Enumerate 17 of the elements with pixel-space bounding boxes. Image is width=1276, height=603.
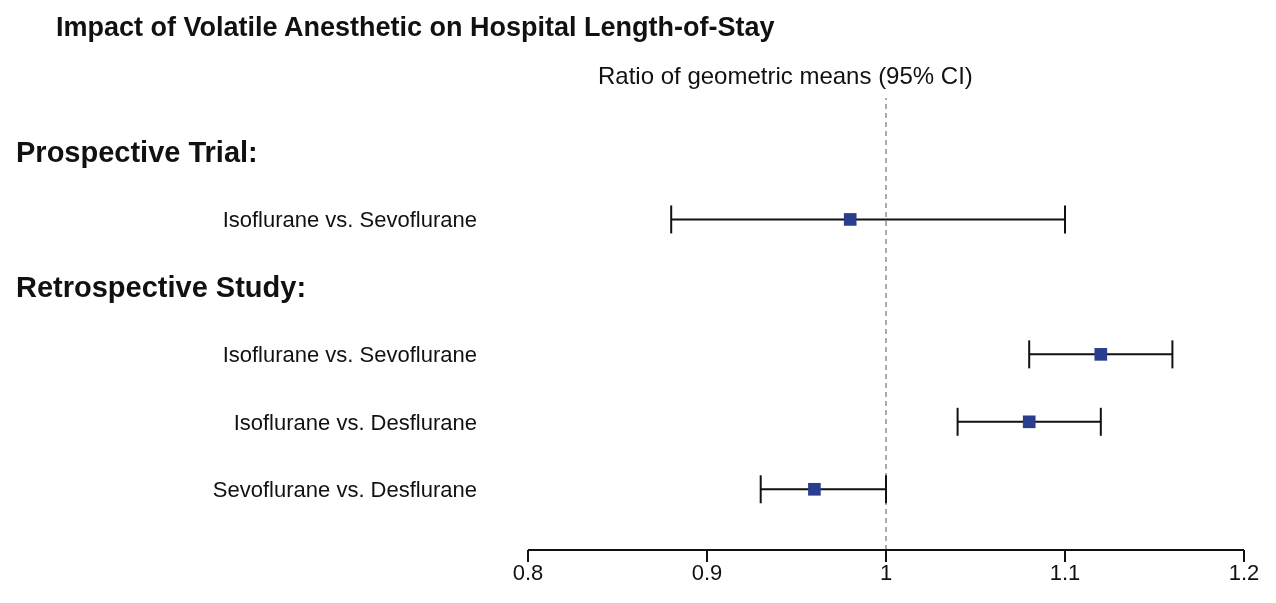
text: Prospective Trial:	[16, 135, 258, 168]
point	[1094, 348, 1108, 361]
chart-title: Impact of Volatile Anesthetic on Hospital Length-of-Stay	[56, 12, 775, 43]
y-tick-label: Isoflurane vs. Sevoflurane	[222, 342, 477, 368]
chart-subtitle: Ratio of geometric means (95% CI)	[598, 62, 973, 90]
x-tick-label: 1.2	[1228, 559, 1260, 585]
x-tick-label: 1	[879, 559, 893, 585]
point	[808, 482, 821, 496]
x-tick-label: 0.8	[512, 559, 544, 585]
point	[843, 213, 857, 226]
x-tick-label: 0.9	[691, 559, 723, 585]
y-tick-label: Sevoflurane vs. Desflurane	[212, 477, 477, 503]
text: Retrospective Study:	[16, 270, 307, 303]
point	[1022, 415, 1036, 429]
y-tick-label: Isoflurane vs. Desflurane	[233, 409, 477, 435]
x-tick-label: 1.1	[1049, 559, 1081, 585]
y-tick-label: Isoflurane vs. Sevoflurane	[222, 207, 477, 233]
